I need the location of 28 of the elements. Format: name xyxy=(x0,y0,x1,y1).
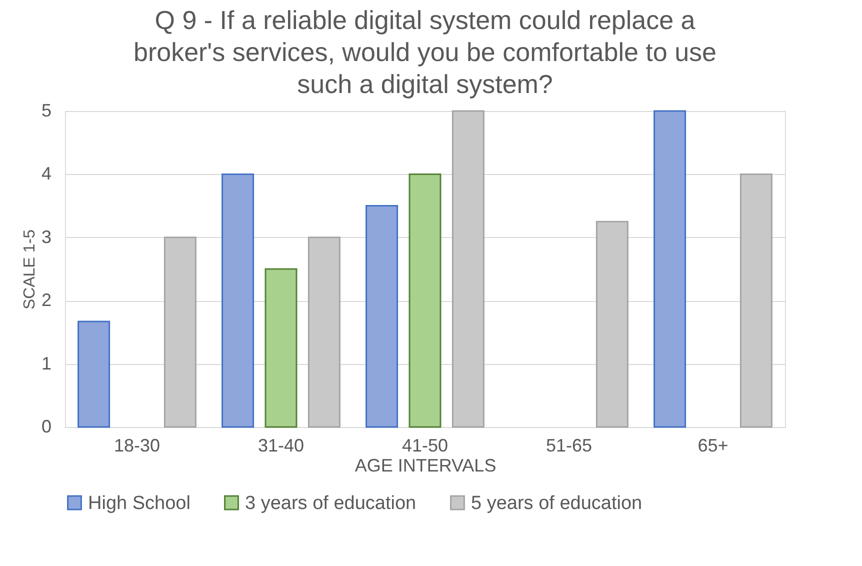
legend-label: High School xyxy=(88,492,190,514)
bar xyxy=(452,110,484,428)
y-tick-label: 0 xyxy=(41,416,52,436)
bar xyxy=(308,236,340,428)
bar xyxy=(222,173,254,428)
x-tick-label: 18-30 xyxy=(114,436,160,456)
x-tick-label: 31-40 xyxy=(258,436,304,456)
bar xyxy=(78,320,110,428)
legend-label: 5 years of education xyxy=(471,492,642,514)
y-tick-label: 1 xyxy=(41,353,52,374)
bar xyxy=(164,236,196,428)
y-tick-label: 3 xyxy=(41,226,52,247)
legend-label: 3 years of education xyxy=(245,492,416,514)
bar xyxy=(740,173,772,428)
x-tick-label: 51-65 xyxy=(546,436,592,456)
y-tick-label: 2 xyxy=(41,290,52,310)
x-tick-label: 41-50 xyxy=(402,436,448,456)
y-tick-label: 4 xyxy=(41,164,52,184)
y-axis-title: SCALE 1-5 xyxy=(21,229,38,310)
bar xyxy=(596,220,628,428)
bar xyxy=(408,173,442,428)
y-tick-label: 5 xyxy=(41,100,52,120)
bar xyxy=(654,110,686,428)
bar xyxy=(366,205,398,428)
x-axis-title: AGE INTERVALS xyxy=(354,456,496,476)
chart-title: Q 9 - If a reliable digital system could replace a broker's services, would you be comfortable to use such a digital system? xyxy=(133,5,717,99)
x-tick-label: 65+ xyxy=(698,436,728,456)
bar xyxy=(264,268,298,428)
